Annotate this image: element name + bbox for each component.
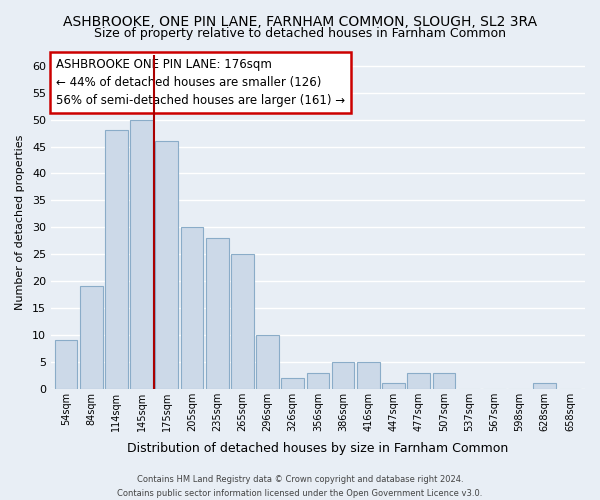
Bar — [231, 254, 254, 388]
Y-axis label: Number of detached properties: Number of detached properties — [15, 134, 25, 310]
Bar — [55, 340, 77, 388]
Bar — [206, 238, 229, 388]
Text: Size of property relative to detached houses in Farnham Common: Size of property relative to detached ho… — [94, 28, 506, 40]
Bar — [382, 384, 405, 388]
Text: ASHBROOKE, ONE PIN LANE, FARNHAM COMMON, SLOUGH, SL2 3RA: ASHBROOKE, ONE PIN LANE, FARNHAM COMMON,… — [63, 15, 537, 29]
Bar — [332, 362, 355, 388]
Bar — [130, 120, 153, 388]
Bar — [80, 286, 103, 388]
Text: Contains HM Land Registry data © Crown copyright and database right 2024.
Contai: Contains HM Land Registry data © Crown c… — [118, 476, 482, 498]
Bar — [307, 372, 329, 388]
Bar — [357, 362, 380, 388]
Bar — [433, 372, 455, 388]
X-axis label: Distribution of detached houses by size in Farnham Common: Distribution of detached houses by size … — [127, 442, 509, 455]
Bar — [407, 372, 430, 388]
Bar — [281, 378, 304, 388]
Bar — [155, 141, 178, 388]
Text: ASHBROOKE ONE PIN LANE: 176sqm
← 44% of detached houses are smaller (126)
56% of: ASHBROOKE ONE PIN LANE: 176sqm ← 44% of … — [56, 58, 346, 108]
Bar — [181, 228, 203, 388]
Bar — [533, 384, 556, 388]
Bar — [105, 130, 128, 388]
Bar — [256, 335, 279, 388]
